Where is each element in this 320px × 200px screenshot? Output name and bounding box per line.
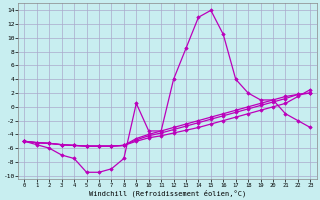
X-axis label: Windchill (Refroidissement éolien,°C): Windchill (Refroidissement éolien,°C) [89, 189, 246, 197]
